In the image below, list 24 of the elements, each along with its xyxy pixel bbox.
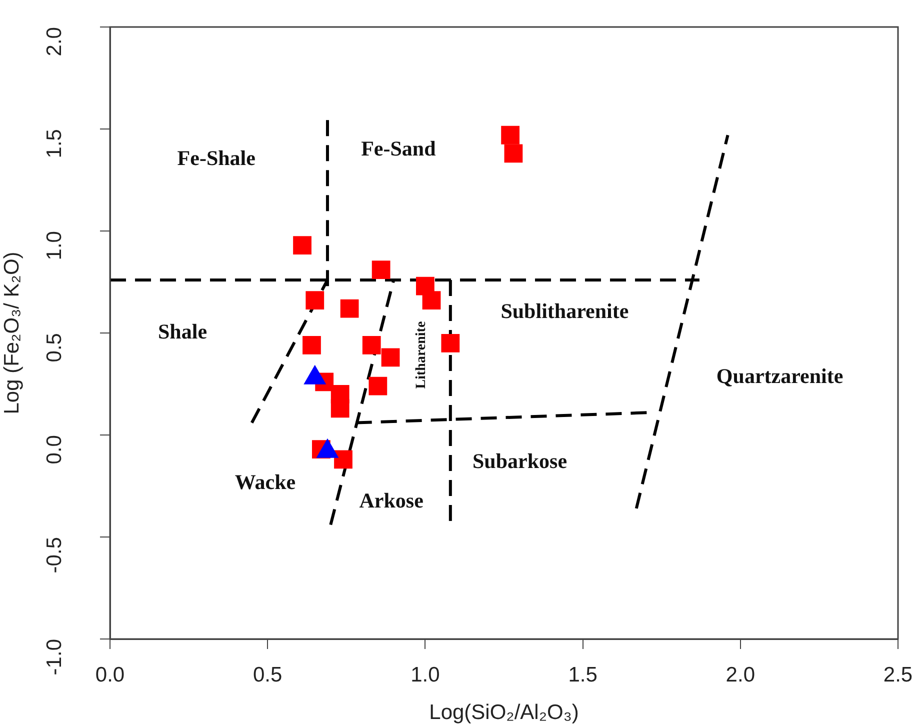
y-tick-label: 2.0 [42,27,66,56]
y-tick-label: 1.0 [42,231,66,260]
y-tick-label: -1.0 [42,639,66,676]
x-axis-title: Log(SiO₂/Al₂O₃) [429,701,579,724]
annotation: Shale [158,319,208,344]
annotation: Subarkose [472,449,568,474]
y-tick-label: 0.5 [42,333,66,362]
annotation: Litharenite [414,321,429,389]
y-tick-label: 0.0 [42,435,66,464]
y-tick-label: 1.5 [42,129,66,158]
annotation: Wacke [234,470,296,494]
x-tick-label: 1.5 [568,663,598,686]
y-axis-title: Log (Fe₂O₃/ K₂O) [0,252,24,414]
x-tick-label: 2.0 [726,663,755,686]
y-tick-label: -0.5 [42,537,66,574]
annotation: Quartzarenite [716,364,844,388]
annotation: Fe-Shale [177,146,256,170]
annotation: Sublitharenite [500,299,629,324]
annotation: Fe-Sand [361,136,436,160]
x-tick-label: 0.0 [95,663,125,686]
x-tick-label: 0.5 [253,663,282,686]
x-tick-label: 2.5 [883,663,913,686]
x-tick-label: 1.0 [410,663,440,686]
annotation: Arkose [359,488,424,512]
